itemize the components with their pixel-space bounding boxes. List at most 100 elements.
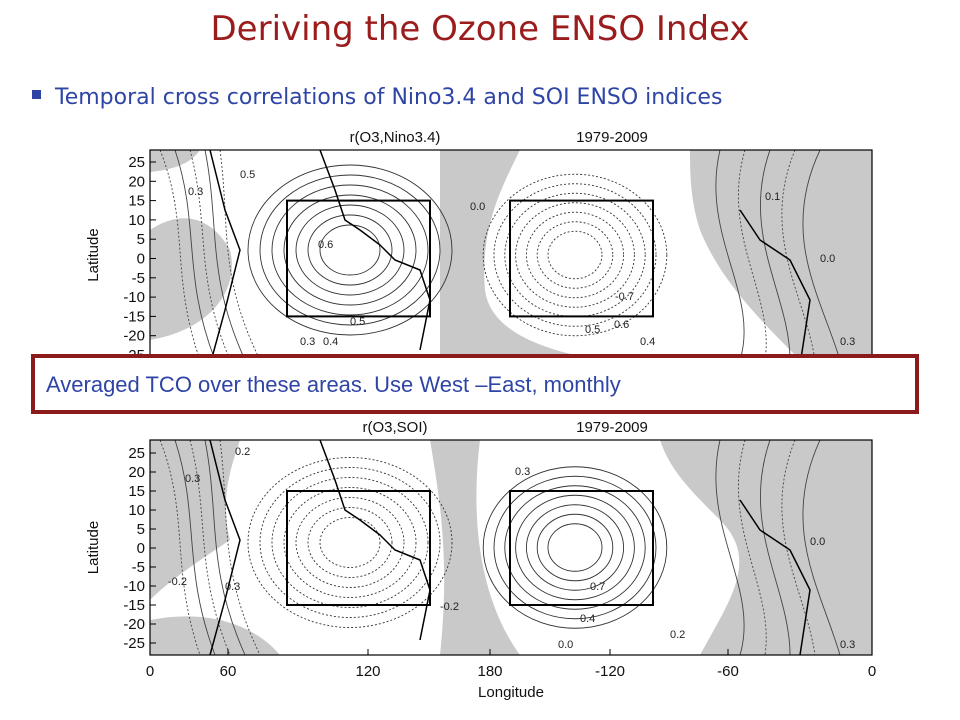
contour-line — [715, 440, 745, 655]
averaging-box-west — [286, 490, 431, 606]
contour-label: 0.6 — [318, 239, 333, 251]
contour-line — [504, 192, 646, 318]
y-tick-label: 20 — [128, 173, 145, 190]
y-tick-label: -25 — [123, 635, 145, 652]
y-tick-label: 20 — [128, 464, 145, 481]
contour-line — [781, 150, 816, 360]
y-tick-label: -5 — [132, 559, 145, 576]
y-tick-label: -10 — [123, 578, 145, 595]
contour-line — [536, 513, 614, 582]
contour-line — [515, 494, 635, 601]
contour-label: 0.2 — [235, 446, 250, 458]
contour-line — [515, 202, 635, 308]
panel-period: 1979-2009 — [576, 419, 648, 436]
y-tick-label: -15 — [123, 597, 145, 614]
maps: r(O3,Nino3.4) 1979-2009 Latitude 25 20 15 10 5 0… — [85, 129, 876, 701]
slide-title: Deriving the Ozone ENSO Index — [211, 9, 750, 49]
contour-label: 0.4 — [323, 336, 338, 348]
contour-line — [174, 440, 216, 655]
contour-line — [493, 475, 657, 620]
contour-label: 0.3 — [840, 336, 855, 348]
contour-line — [271, 184, 429, 316]
coastline — [209, 150, 241, 360]
contour-line — [259, 174, 441, 326]
contour-line — [307, 214, 393, 286]
contour-line — [760, 440, 791, 655]
contour-line — [283, 487, 417, 598]
contour-line — [547, 523, 603, 572]
contour-line — [493, 183, 657, 327]
contour-line — [283, 194, 417, 306]
contour-line — [247, 457, 453, 628]
coastline — [319, 440, 431, 641]
contour-line — [737, 150, 767, 360]
averaging-box-west — [286, 199, 431, 318]
contour-label: 0.3 — [188, 186, 203, 198]
contour-label: 0.0 — [820, 253, 835, 265]
contour-label: 0.6 — [614, 319, 629, 331]
contour-line — [259, 467, 441, 618]
x-tick-label: 0 — [146, 663, 154, 680]
contour-line — [189, 440, 231, 655]
contour-label: 0.3 — [225, 581, 240, 593]
contour-line — [159, 440, 201, 655]
y-tick-label: -5 — [132, 270, 145, 287]
contour-line — [802, 440, 841, 655]
contour-line — [219, 440, 261, 655]
contour-line — [760, 150, 791, 360]
contour-line — [504, 485, 646, 610]
shaded-region — [430, 440, 520, 655]
contour-label: 0.1 — [765, 191, 780, 203]
x-axis-label: Longitude — [478, 684, 544, 701]
y-tick-label: -20 — [123, 328, 145, 345]
contour-label: 0.0 — [470, 201, 485, 213]
x-tick-label: -60 — [717, 663, 739, 680]
y-tick-label: -10 — [123, 289, 145, 306]
callout-box — [31, 354, 919, 414]
shaded-region — [150, 440, 240, 600]
y-tick-label: -20 — [123, 616, 145, 633]
x-tick-label: 0 — [868, 663, 876, 680]
contour-line — [525, 211, 625, 299]
contour-line — [295, 204, 405, 296]
x-tick-label: 180 — [477, 663, 502, 680]
y-tick-label: 5 — [137, 521, 145, 538]
contour-label: 0.7 — [590, 581, 605, 593]
coastline — [209, 440, 241, 655]
y-axis-label: Latitude — [85, 228, 102, 281]
x-tick-label: -120 — [595, 663, 625, 680]
coastline — [319, 150, 431, 351]
contour-line — [536, 221, 614, 289]
y-axis-label: Latitude — [85, 521, 102, 574]
y-tick-label: -15 — [123, 308, 145, 325]
x-tick-label: 60 — [220, 663, 237, 680]
contour-label: 0.0 — [558, 639, 573, 651]
shaded-region — [660, 440, 872, 655]
y-tick-label: 0 — [137, 251, 145, 268]
contour-line — [547, 230, 603, 280]
bullet-text: Temporal cross correlations of Nino3.4 a… — [54, 85, 722, 110]
contour-label: 0.3 — [300, 336, 315, 348]
contour-label: -0.2 — [440, 601, 459, 613]
contour-line — [781, 440, 816, 655]
panel-period: 1979-2009 — [576, 129, 648, 146]
map-panel — [150, 150, 872, 360]
y-tick-label: 25 — [128, 154, 145, 171]
contour-line — [482, 466, 668, 629]
contour-line — [204, 150, 246, 360]
contour-label: 0.5 — [350, 316, 365, 328]
contour-line — [319, 224, 381, 276]
contour-line — [204, 440, 246, 655]
y-tick-label: 5 — [137, 231, 145, 248]
contour-label: 0.4 — [640, 336, 655, 348]
contour-line — [737, 440, 767, 655]
averaging-box-east — [509, 199, 654, 318]
contour-label: 0.5 — [240, 169, 255, 181]
contour-line — [295, 497, 405, 588]
y-tick-label: 10 — [128, 212, 145, 229]
contour-label: 0.3 — [840, 639, 855, 651]
contour-label: 0.3 — [185, 473, 200, 485]
y-tick-label: 25 — [128, 445, 145, 462]
contour-line — [802, 150, 841, 360]
contour-label: 0.2 — [670, 629, 685, 641]
